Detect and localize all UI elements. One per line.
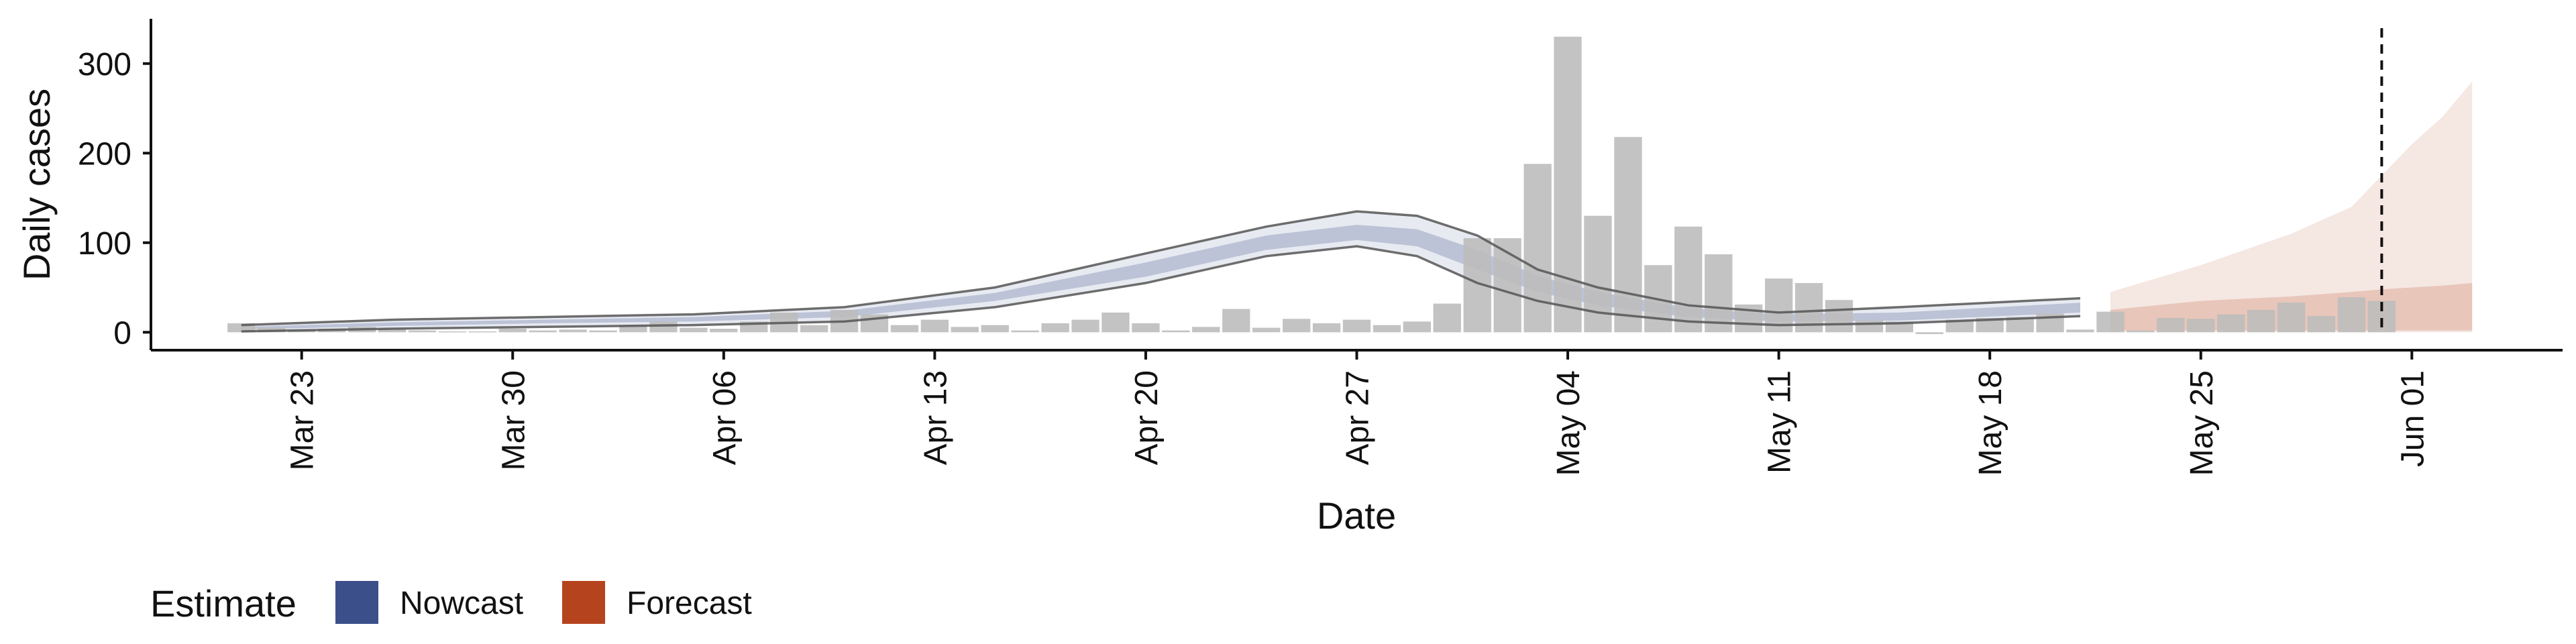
case-bar (800, 325, 828, 333)
legend-swatch-nowcast (335, 581, 378, 624)
case-bar (378, 329, 407, 333)
case-bar (2247, 309, 2275, 333)
case-bar (1252, 327, 1281, 333)
forecast-outer-band (2110, 81, 2473, 333)
case-bar (1523, 164, 1552, 333)
y-tick-label: 100 (78, 226, 131, 262)
case-bar (1222, 309, 1250, 333)
case-bar (1554, 36, 1582, 333)
x-tick-label: May 18 (1973, 370, 2008, 476)
x-tick-label: Apr 13 (918, 370, 953, 465)
case-bar (1403, 321, 1431, 333)
y-axis-ticks: 0 100 200 300 (78, 47, 151, 351)
case-bar (920, 319, 949, 333)
case-bar (619, 325, 647, 333)
case-bar (981, 325, 1009, 333)
case-bar (1825, 300, 1854, 333)
case-bar (951, 327, 979, 333)
case-bar (2066, 329, 2094, 333)
case-bar (2127, 330, 2155, 333)
x-tick-label: May 04 (1551, 370, 1587, 476)
case-bar (559, 329, 587, 333)
case-bar (649, 321, 678, 333)
y-tick-label: 300 (78, 47, 131, 83)
legend-swatch-forecast (562, 581, 605, 624)
legend-label-forecast: Forecast (627, 586, 752, 621)
case-bar (890, 325, 919, 333)
x-axis-ticks: Mar 23 Mar 30 Apr 06 Apr 13 Apr 20 Apr 27 May … (285, 350, 2430, 476)
case-bar (1976, 317, 2004, 333)
x-tick-label: Apr 27 (1340, 370, 1376, 465)
reported-case-bars (227, 36, 2396, 334)
y-tick-label: 200 (78, 136, 131, 172)
nowcast-lines (241, 210, 2081, 333)
forecast-bands (2110, 81, 2473, 333)
case-bar (2096, 311, 2125, 333)
case-bar (1493, 238, 1521, 333)
x-tick-label: Mar 23 (285, 370, 321, 470)
x-tick-label: May 11 (1762, 370, 1798, 474)
case-bar (498, 329, 527, 333)
case-bar (1373, 325, 1401, 333)
case-bar (1674, 226, 1703, 333)
case-bar (1765, 278, 1793, 333)
case-bar (589, 330, 617, 333)
x-tick-label: Apr 06 (707, 370, 743, 465)
y-tick-label: 0 (113, 315, 131, 351)
case-bar (1283, 319, 1311, 333)
case-bar (1312, 323, 1341, 333)
case-bar (1915, 332, 1943, 334)
case-bar (2277, 303, 2306, 333)
case-bar (1433, 303, 1461, 333)
case-bar (2217, 314, 2245, 333)
case-bar (2337, 297, 2366, 333)
case-bar (1945, 319, 1974, 333)
case-bar (710, 329, 738, 333)
case-bar (2006, 317, 2034, 333)
case-bar (680, 327, 708, 333)
case-bar (438, 331, 466, 333)
x-tick-label: Mar 30 (496, 370, 531, 470)
case-bar (1614, 137, 1642, 333)
case-bar (408, 330, 437, 333)
legend-title: Estimate (150, 582, 297, 625)
nowcast-lower-line (241, 245, 2081, 333)
case-bar (1705, 254, 1733, 333)
case-bar (1855, 320, 1884, 333)
x-axis-title: Date (1317, 494, 1396, 537)
case-bar (1342, 319, 1371, 333)
case-bar (1192, 327, 1220, 333)
legend: Estimate Nowcast Forecast (150, 581, 752, 625)
x-tick-label: Apr 20 (1129, 370, 1165, 465)
nowcast-upper-line (241, 210, 2081, 327)
y-axis-title: Daily cases (15, 89, 58, 280)
legend-label-nowcast: Nowcast (400, 586, 523, 621)
case-bar (1162, 330, 1190, 333)
x-tick-label: May 25 (2184, 370, 2220, 476)
axes: 0 100 200 300 Mar 23 Mar 30 Apr 06 Apr 13 Apr 2… (15, 19, 2563, 537)
case-bar (1102, 312, 1130, 333)
case-bar (1071, 319, 1099, 333)
case-bar (468, 331, 496, 333)
case-bar (1584, 215, 1612, 333)
case-bar (2307, 316, 2336, 333)
case-bar (1041, 323, 1069, 333)
x-tick-label: Jun 01 (2395, 370, 2430, 467)
case-bar (1132, 323, 1160, 333)
case-bar (1011, 330, 1039, 333)
case-bar (2187, 319, 2215, 333)
case-bar (529, 330, 557, 333)
case-bar (2157, 317, 2185, 333)
